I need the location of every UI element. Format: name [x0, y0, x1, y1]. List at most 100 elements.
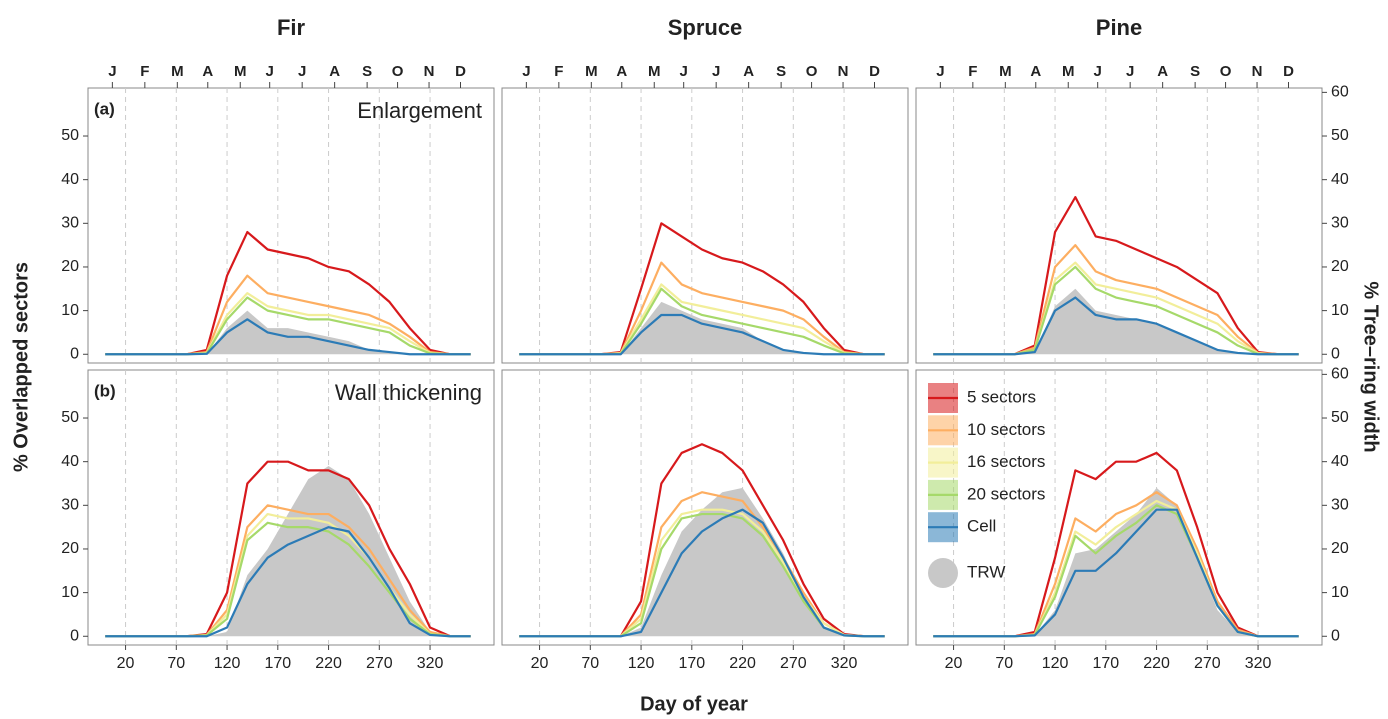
legend-label: TRW	[967, 562, 1005, 581]
x-tick-label: 270	[780, 655, 807, 672]
panel-tag: (a)	[94, 99, 115, 118]
x-tick-label: 270	[366, 655, 393, 672]
y-tick-label: 40	[61, 171, 79, 188]
x2-tick-label: M	[648, 63, 661, 80]
x-tick-label: 20	[531, 655, 549, 672]
y2-tick-label: 60	[1331, 84, 1349, 101]
y-tick-label: 30	[61, 497, 79, 514]
y-tick-label: 10	[61, 584, 79, 601]
x2-tick-label: A	[329, 63, 340, 80]
column-title: Spruce	[668, 15, 743, 40]
x2-tick-label: S	[1190, 63, 1200, 80]
x2-tick-label: M	[234, 63, 247, 80]
x2-tick-label: J	[680, 63, 688, 80]
y-tick-label: 10	[61, 302, 79, 319]
trw-area	[933, 487, 1299, 637]
x-tick-label: 120	[214, 655, 241, 672]
legend-swatch	[928, 558, 958, 588]
y2-tick-label: 0	[1331, 345, 1340, 362]
x-tick-label: 70	[581, 655, 599, 672]
x2-tick-label: O	[1220, 63, 1232, 80]
x2-tick-label: A	[202, 63, 213, 80]
x2-tick-label: J	[712, 63, 720, 80]
x-axis-label: Day of year	[640, 693, 748, 715]
x-tick-label: 170	[1092, 655, 1119, 672]
x-tick-label: 320	[1245, 655, 1272, 672]
x2-tick-label: J	[108, 63, 116, 80]
x2-tick-label: M	[171, 63, 184, 80]
y-tick-label: 20	[61, 540, 79, 557]
x2-tick-label: M	[585, 63, 598, 80]
y2-tick-label: 20	[1331, 540, 1349, 557]
legend-label: 20 sectors	[967, 484, 1045, 503]
column-title: Pine	[1096, 15, 1142, 40]
panel-tag: (b)	[94, 381, 116, 400]
y2-tick-label: 50	[1331, 409, 1349, 426]
x2-tick-label: D	[455, 63, 466, 80]
x2-tick-label: F	[968, 63, 977, 80]
x-tick-label: 20	[945, 655, 963, 672]
x2-tick-label: D	[1283, 63, 1294, 80]
panel-label: Wall thickening	[335, 380, 482, 405]
x2-tick-label: N	[424, 63, 435, 80]
series-line	[105, 318, 471, 356]
y2-tick-label: 20	[1331, 258, 1349, 275]
x2-tick-label: N	[838, 63, 849, 80]
x2-tick-label: A	[1030, 63, 1041, 80]
x2-tick-label: J	[1094, 63, 1102, 80]
x-tick-label: 170	[264, 655, 291, 672]
x2-tick-label: F	[140, 63, 149, 80]
x2-tick-label: S	[776, 63, 786, 80]
series-line	[933, 296, 1299, 356]
y2-axis-label: % Tree–ring width	[1360, 281, 1382, 452]
y2-tick-label: 0	[1331, 627, 1340, 644]
y-tick-label: 30	[61, 215, 79, 232]
x2-tick-label: A	[1157, 63, 1168, 80]
x2-tick-label: A	[616, 63, 627, 80]
y-axis-label: % Overlapped sectors	[10, 262, 32, 472]
x-tick-label: 220	[729, 655, 756, 672]
legend-label: 16 sectors	[967, 452, 1045, 471]
x2-tick-label: J	[522, 63, 530, 80]
series-line	[105, 526, 471, 638]
trw-area	[933, 288, 1299, 355]
trw-area	[105, 466, 471, 637]
y-tick-label: 50	[61, 409, 79, 426]
x2-tick-label: J	[266, 63, 274, 80]
y2-tick-label: 10	[1331, 584, 1349, 601]
column-title: Fir	[277, 15, 306, 40]
x-tick-label: 70	[995, 655, 1013, 672]
y2-tick-label: 40	[1331, 171, 1349, 188]
x-tick-label: 20	[117, 655, 135, 672]
y2-tick-label: 40	[1331, 453, 1349, 470]
x-tick-label: 120	[628, 655, 655, 672]
y2-tick-label: 50	[1331, 127, 1349, 144]
y2-tick-label: 30	[1331, 497, 1349, 514]
panel	[87, 87, 495, 364]
legend-label: 10 sectors	[967, 420, 1045, 439]
x2-tick-label: N	[1252, 63, 1263, 80]
x-tick-label: 170	[678, 655, 705, 672]
y2-tick-label: 30	[1331, 215, 1349, 232]
series-line	[519, 508, 885, 638]
legend-label: 5 sectors	[967, 387, 1036, 406]
y2-tick-label: 10	[1331, 302, 1349, 319]
y-tick-label: 20	[61, 258, 79, 275]
y-tick-label: 40	[61, 453, 79, 470]
x2-tick-label: D	[869, 63, 880, 80]
x-tick-label: 320	[831, 655, 858, 672]
x2-tick-label: M	[1062, 63, 1075, 80]
x2-tick-label: A	[743, 63, 754, 80]
trw-area	[519, 487, 885, 637]
x2-tick-label: F	[554, 63, 563, 80]
y-tick-label: 0	[70, 345, 79, 362]
y2-tick-label: 60	[1331, 366, 1349, 383]
panel	[501, 87, 909, 364]
y-tick-label: 50	[61, 127, 79, 144]
x2-tick-label: S	[362, 63, 372, 80]
legend-label: Cell	[967, 517, 996, 536]
x-tick-label: 70	[167, 655, 185, 672]
trw-area	[519, 301, 885, 355]
x2-tick-label: M	[999, 63, 1012, 80]
